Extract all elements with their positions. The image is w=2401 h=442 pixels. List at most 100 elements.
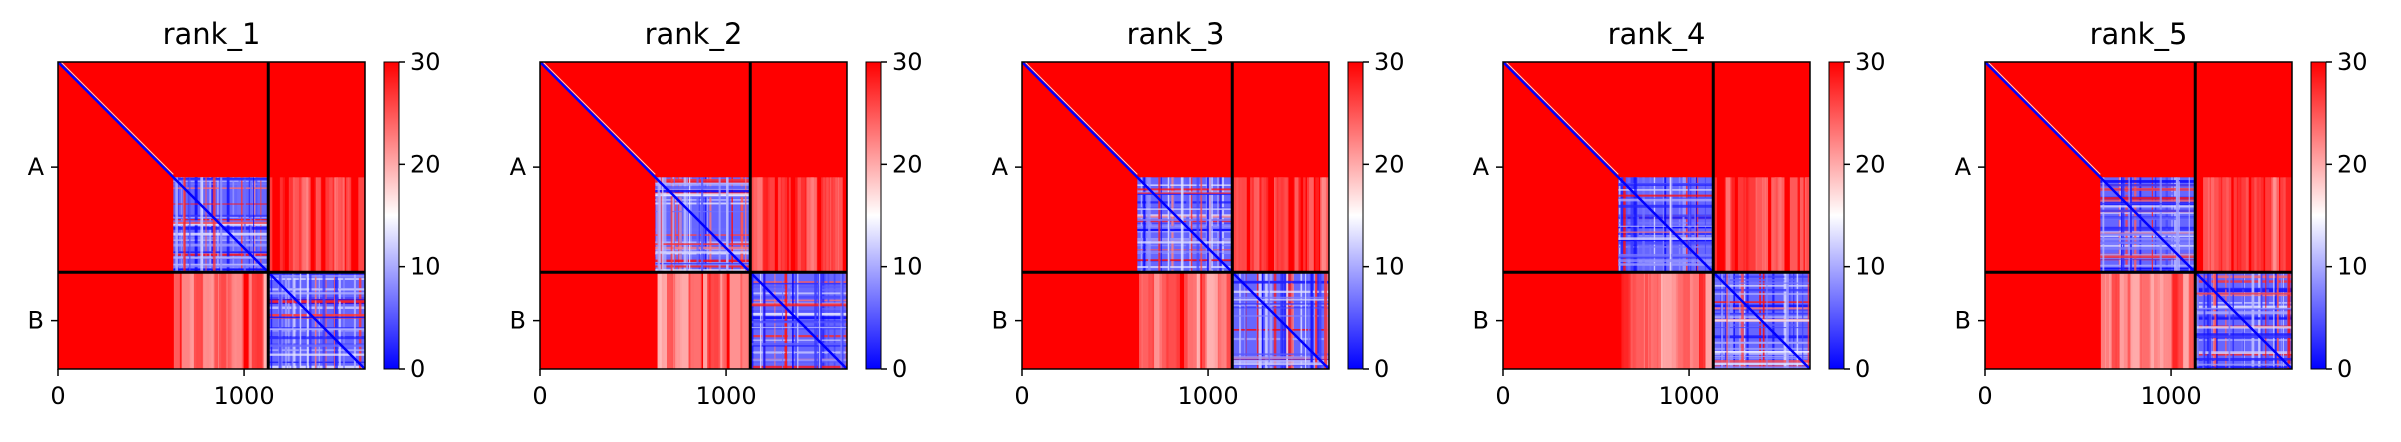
- heatmap-texture: [2273, 272, 2275, 369]
- heatmap-diagonal-halo: [1987, 62, 2101, 175]
- heatmap-texture: [1167, 177, 1170, 273]
- heatmap-texture: [358, 272, 362, 369]
- heatmap-texture: [1232, 364, 1329, 367]
- heatmap-texture: [1618, 183, 1714, 187]
- heatmap-streak: [2237, 177, 2241, 273]
- heatmap-texture: [2228, 272, 2231, 369]
- heatmap-streak: [2105, 272, 2110, 369]
- x-tick-label: 0: [1977, 382, 1992, 410]
- heatmap-texture: [750, 285, 847, 288]
- heatmap-texture: [1679, 177, 1681, 273]
- heatmap-texture: [1649, 177, 1652, 273]
- heatmap-streak: [675, 272, 688, 369]
- heatmap-texture: [690, 177, 692, 273]
- heatmap-texture: [1713, 282, 1810, 284]
- heatmap-texture: [2195, 363, 2292, 366]
- heatmap-texture: [2125, 177, 2128, 273]
- heatmap-texture: [1137, 252, 1233, 254]
- heatmap-texture: [2119, 177, 2121, 273]
- heatmap-texture: [2265, 272, 2267, 369]
- heatmap-texture: [656, 177, 658, 273]
- heatmap-texture: [1137, 251, 1233, 253]
- heatmap-texture: [268, 317, 365, 319]
- heatmap-streak: [1725, 177, 1731, 273]
- heatmap-texture: [726, 177, 729, 273]
- heatmap-texture: [2100, 234, 2196, 237]
- heatmap-texture: [1137, 188, 1233, 191]
- heatmap-texture: [2197, 272, 2199, 369]
- heatmap-streak: [1631, 272, 1644, 369]
- heatmap-texture: [1713, 360, 1810, 364]
- x-tick-label: 0: [1495, 382, 1510, 410]
- heatmap-streak: [826, 177, 832, 273]
- heatmap-texture: [268, 274, 365, 277]
- heatmap-streak: [729, 272, 741, 369]
- heatmap-texture: [2100, 231, 2196, 234]
- heatmap-texture: [2100, 254, 2196, 257]
- heatmap-streak: [1645, 272, 1657, 369]
- heatmap-texture: [818, 272, 821, 369]
- heatmap-texture: [789, 272, 793, 369]
- heatmap-texture: [1137, 201, 1233, 204]
- heatmap-texture: [750, 335, 847, 338]
- panel-title: rank_5: [2090, 17, 2188, 51]
- heatmap-texture: [2100, 212, 2196, 215]
- heatmap-streak: [347, 177, 352, 273]
- colorbar-tick-label: 10: [892, 253, 923, 281]
- heatmap-streak: [1806, 177, 1810, 273]
- colorbar-tick-label: 30: [1855, 48, 1886, 76]
- heatmap-texture: [2165, 177, 2168, 273]
- heatmap-texture: [2100, 201, 2196, 203]
- panel-title: rank_3: [1127, 17, 1225, 51]
- heatmap-streak: [1218, 272, 1225, 369]
- heatmap-texture: [2195, 326, 2292, 329]
- x-tick-label: 1000: [696, 382, 757, 410]
- heatmap-texture: [2123, 177, 2125, 273]
- heatmap-texture: [1217, 177, 1219, 273]
- heatmap-texture: [1618, 239, 1714, 241]
- heatmap-streak: [788, 177, 791, 273]
- heatmap-streak: [330, 177, 337, 273]
- heatmap-texture: [205, 177, 207, 273]
- heatmap-texture: [1618, 231, 1714, 233]
- heatmap-texture: [1618, 253, 1714, 257]
- heatmap-streak: [795, 177, 798, 273]
- heatmap-texture: [745, 177, 747, 273]
- heatmap-texture: [1678, 177, 1680, 273]
- heatmap-streak: [1315, 177, 1319, 273]
- heatmap-cells: [1022, 62, 1329, 369]
- heatmap-texture: [750, 272, 754, 369]
- heatmap-streak: [2207, 177, 2216, 273]
- heatmap-texture: [2100, 255, 2196, 259]
- heatmap-texture: [1206, 177, 1210, 273]
- heatmap-streak: [196, 272, 204, 369]
- heatmap-streak: [342, 177, 345, 273]
- heatmap-texture: [1642, 177, 1645, 273]
- heatmap-streak: [823, 177, 829, 273]
- heatmap-texture: [2195, 275, 2292, 279]
- heatmap-texture: [1713, 316, 1810, 318]
- heatmap-streak: [2105, 272, 2115, 369]
- heatmap-texture: [2206, 272, 2209, 369]
- heatmap-streak: [807, 177, 814, 273]
- heatmap-texture: [1713, 323, 1810, 327]
- heatmap-texture: [1713, 304, 1810, 308]
- heatmap-streak: [2233, 177, 2237, 273]
- heatmap-texture: [1704, 177, 1706, 273]
- heatmap-texture: [2100, 233, 2196, 236]
- heatmap-texture: [1713, 288, 1810, 292]
- heatmap-streak: [2203, 177, 2208, 273]
- heatmap-texture: [2260, 272, 2263, 369]
- colorbar-tick-label: 20: [1855, 150, 1886, 178]
- heatmap-texture: [268, 298, 365, 302]
- heatmap-texture: [2195, 305, 2292, 309]
- colorbar: [1347, 61, 1364, 370]
- heatmap-texture: [2195, 311, 2292, 315]
- heatmap-texture: [824, 272, 826, 369]
- x-tick-label: 1000: [1659, 382, 1720, 410]
- heatmap-texture: [2195, 333, 2292, 336]
- heatmap-streak: [1774, 177, 1782, 273]
- heatmap-streak: [1184, 272, 1188, 369]
- heatmap-texture: [268, 273, 365, 275]
